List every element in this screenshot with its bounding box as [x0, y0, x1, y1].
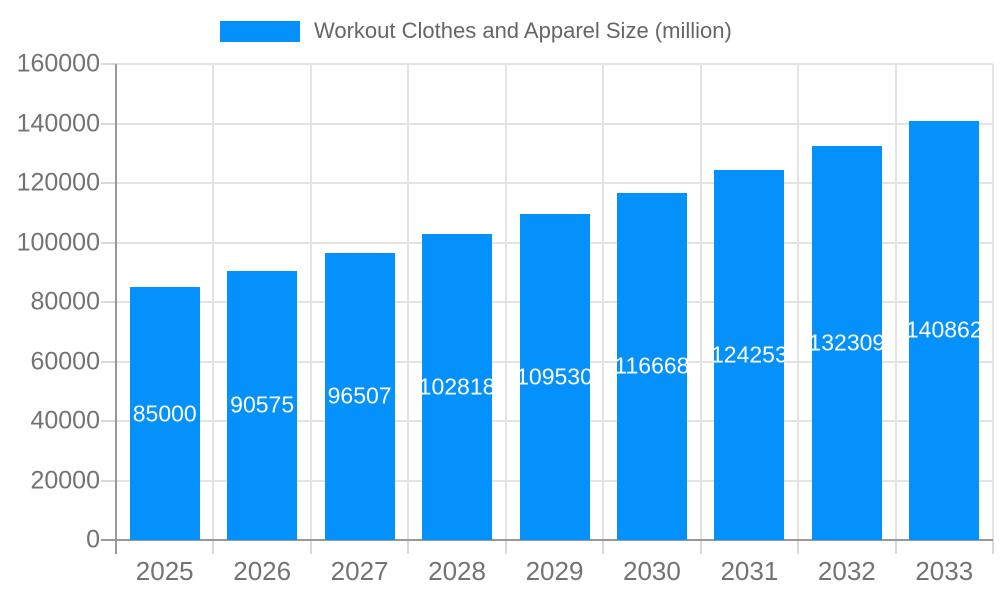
y-tick-label: 100000	[16, 228, 100, 256]
y-axis-line	[115, 64, 117, 554]
bar	[422, 234, 493, 540]
v-gridline	[894, 64, 897, 540]
y-tick-label: 120000	[16, 168, 100, 197]
x-axis-tick	[212, 540, 215, 554]
bar	[129, 287, 200, 540]
bar	[227, 270, 298, 540]
x-tick-label: 2028	[428, 556, 486, 586]
bar-value-label: 132309	[808, 329, 886, 356]
v-gridline	[504, 64, 507, 540]
x-axis-tick	[504, 540, 507, 554]
y-tick-label: 140000	[16, 109, 100, 137]
h-gridline	[116, 63, 993, 65]
y-tick-label: 60000	[30, 347, 100, 375]
h-gridline	[116, 182, 993, 184]
bar-value-label: 140862	[905, 316, 983, 343]
y-axis-tick	[101, 360, 116, 363]
y-axis-tick	[101, 241, 116, 244]
v-gridline	[212, 64, 215, 540]
bar	[909, 120, 980, 540]
bar-value-label: 116668	[614, 352, 690, 379]
y-tick-label: 160000	[16, 49, 100, 78]
y-axis-tick	[101, 122, 116, 125]
x-tick-label: 2031	[720, 556, 779, 586]
bar-value-label: 96507	[327, 382, 392, 409]
bar-value-label: 90575	[230, 391, 295, 418]
legend: Workout Clothes and Apparel Size (millio…	[220, 18, 732, 44]
v-gridline	[602, 64, 605, 540]
bar	[714, 170, 785, 540]
x-tick-label: 2025	[135, 556, 194, 586]
x-axis-line	[101, 539, 993, 541]
x-axis-tick	[699, 540, 702, 554]
legend-label: Workout Clothes and Apparel Size (millio…	[314, 18, 732, 43]
y-axis-tick	[101, 479, 116, 482]
x-tick-label: 2032	[817, 556, 876, 586]
v-gridline	[992, 64, 994, 540]
v-gridline	[309, 64, 312, 540]
x-tick-label: 2029	[525, 556, 584, 586]
x-axis-tick	[992, 540, 994, 554]
x-axis-tick	[894, 540, 897, 554]
x-tick-label: 2033	[915, 556, 974, 586]
x-axis-tick	[309, 540, 312, 554]
x-tick-label: 2027	[330, 556, 389, 586]
bar-value-label: 102818	[418, 373, 496, 400]
bar-value-label: 124253	[711, 341, 788, 368]
legend-swatch	[220, 20, 300, 42]
bar	[616, 192, 687, 540]
y-tick-label: 20000	[30, 466, 100, 494]
y-axis-tick	[101, 301, 116, 303]
x-axis-tick	[407, 540, 410, 554]
bar	[324, 252, 395, 540]
y-axis-tick	[101, 63, 116, 65]
x-tick-label: 2030	[623, 556, 681, 586]
bar-value-label: 109530	[516, 363, 593, 390]
y-axis-tick	[101, 420, 116, 422]
y-tick-label: 80000	[30, 287, 100, 316]
h-gridline	[116, 122, 993, 125]
y-tick-label: 40000	[30, 406, 100, 435]
y-axis-tick	[101, 182, 116, 184]
bar	[519, 214, 590, 540]
y-tick-label: 0	[86, 525, 100, 554]
v-gridline	[797, 64, 800, 540]
v-gridline	[407, 64, 410, 540]
bar	[811, 146, 882, 540]
v-gridline	[699, 64, 702, 540]
x-tick-label: 2026	[233, 556, 292, 586]
bar-value-label: 85000	[132, 399, 197, 426]
x-axis-tick	[797, 540, 800, 554]
x-axis-tick	[602, 540, 605, 554]
